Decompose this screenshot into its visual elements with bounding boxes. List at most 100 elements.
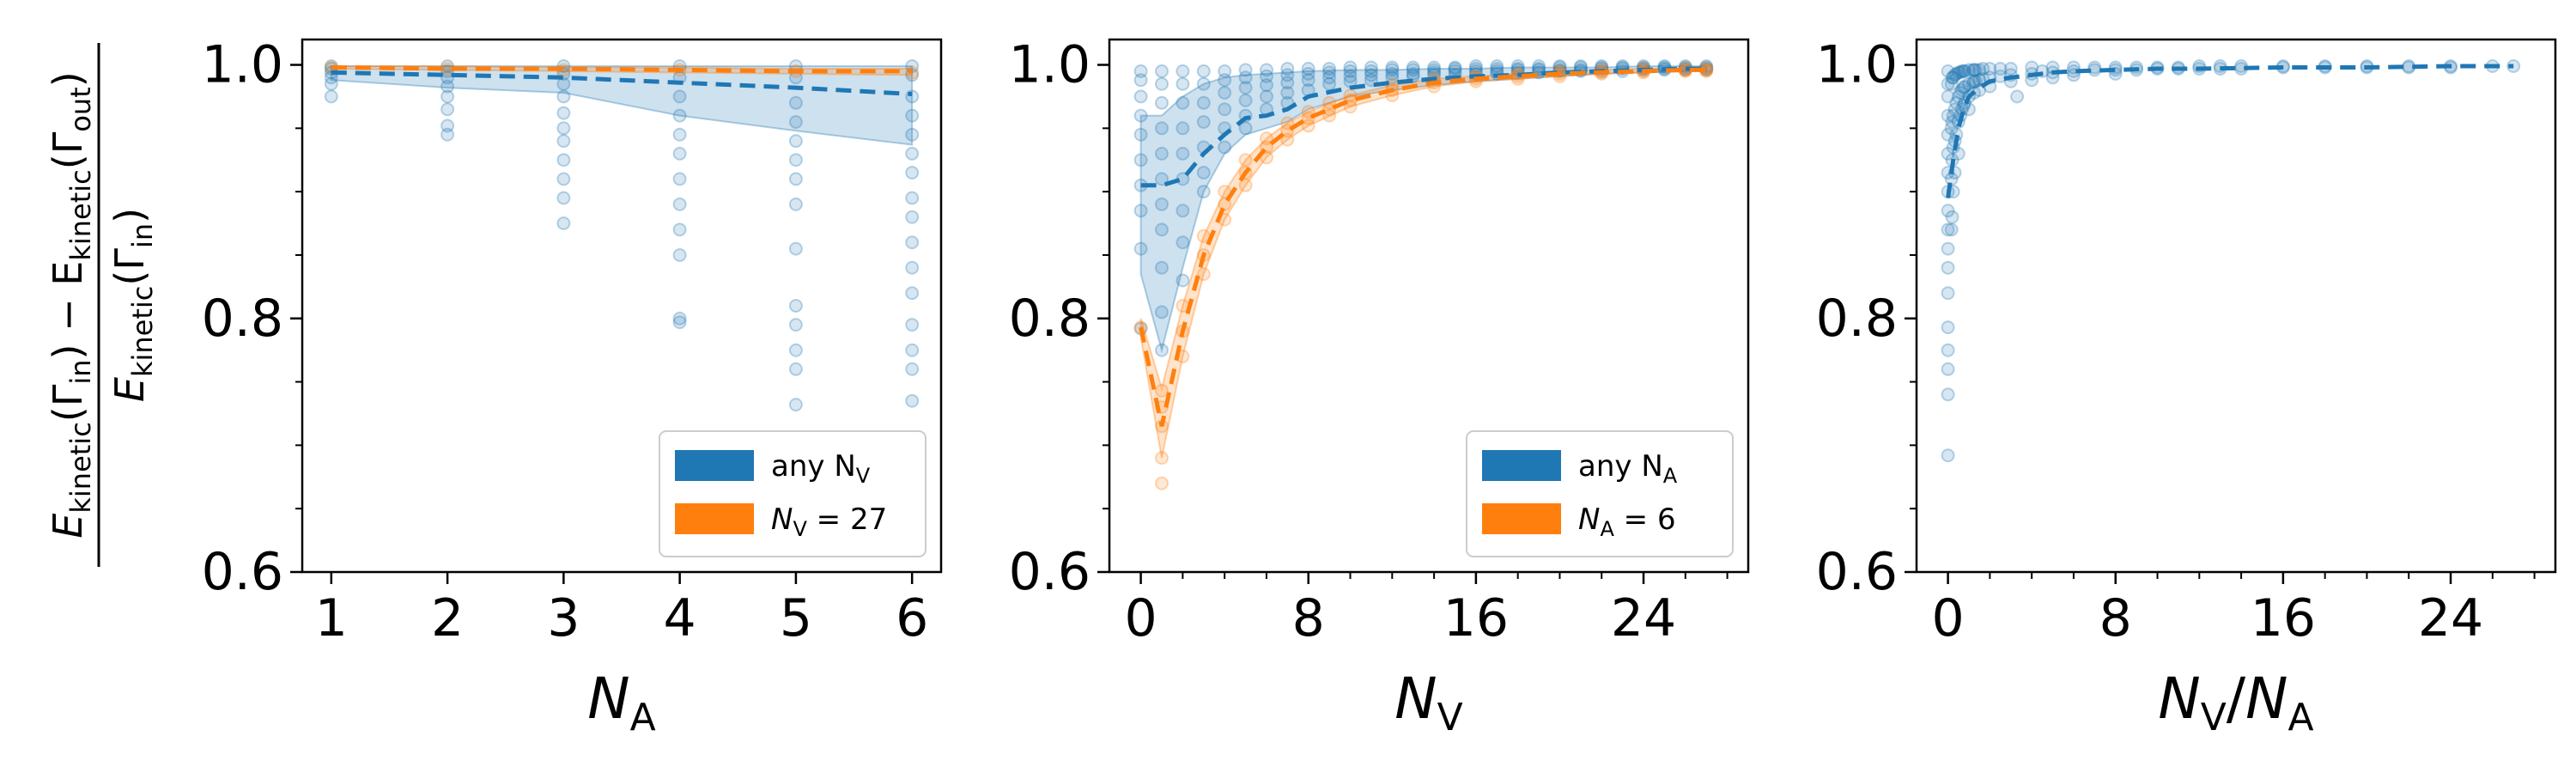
panel3-point-0-26 xyxy=(1946,70,1960,85)
panel-2-legend-swatch-any-na xyxy=(1482,450,1561,481)
panel2-point-0-39 xyxy=(1218,86,1232,100)
panel2-point-0-78 xyxy=(1385,70,1400,85)
panel2-point-0-29 xyxy=(1176,273,1190,288)
panel3-point-0-8 xyxy=(1941,204,1955,218)
panel2-point-0-52 xyxy=(1260,89,1273,104)
panel3-point-0-12 xyxy=(1941,286,1955,301)
panel1-point-0-45 xyxy=(788,241,803,256)
panel1-point-0-5 xyxy=(324,89,338,104)
panel2-point-0-72 xyxy=(1364,64,1378,78)
panel1-point-0-66 xyxy=(905,393,920,408)
panel1-point-0-61 xyxy=(905,260,920,275)
panel-1-scatter xyxy=(324,59,920,412)
panel2-point-0-38 xyxy=(1218,73,1232,88)
panel-3-scatter xyxy=(1941,59,2521,463)
panel1-point-0-12 xyxy=(440,119,455,133)
panel1-y-tick-label-2: 1.0 xyxy=(202,35,283,95)
panel2-point-0-42 xyxy=(1218,140,1232,155)
panel2-point-0-8 xyxy=(1133,241,1148,256)
panel2-point-0-19 xyxy=(1155,305,1169,320)
panel2-point-0-95 xyxy=(1490,59,1504,73)
panel-1-lines xyxy=(331,65,913,96)
panel3-point-0-10 xyxy=(1941,241,1955,256)
panel2-point-0-88 xyxy=(1448,62,1462,76)
panel1-mean-line-0 xyxy=(331,70,913,96)
panel2-point-0-14 xyxy=(1155,146,1169,161)
panel-2: 0.6 0.8 1.0 0 8 16 24 NV any NA NA = 6 xyxy=(1009,35,1750,740)
panel2-point-0-56 xyxy=(1280,76,1295,90)
panel3-point-0-31 xyxy=(1947,102,1962,117)
panel3-point-0-3 xyxy=(1941,108,1955,123)
panel1-point-0-30 xyxy=(672,146,687,161)
panel-1-legend-swatch-nv27 xyxy=(675,503,754,534)
panel3-point-0-48 xyxy=(1956,81,1971,95)
panel2-point-0-60 xyxy=(1301,66,1315,81)
panel3-point-0-58 xyxy=(1965,76,1980,90)
panel2-band-0 xyxy=(1139,65,1708,354)
panel3-point-0-11 xyxy=(1941,260,1955,275)
panel3-point-0-30 xyxy=(1947,68,1962,82)
panel-3-x-axis-label: NV/NA xyxy=(2158,666,2313,740)
panel1-point-0-23 xyxy=(556,191,571,205)
panel2-point-1-4 xyxy=(1155,451,1169,466)
panel2-point-0-35 xyxy=(1196,166,1211,180)
panel-1: 0.6 0.8 1.0 1 2 3 4 5 6 NA any NV NV = 27 xyxy=(202,35,943,740)
y-axis-label-numerator: Ekinetic(Γin) − Ekinetic(Γout) xyxy=(45,71,97,538)
panel2-point-0-103 xyxy=(1532,59,1546,73)
panel3-x-tick-label-0: 0 xyxy=(1931,588,1964,648)
panel3-point-0-54 xyxy=(1962,76,1976,91)
panel1-point-0-31 xyxy=(672,172,687,186)
panel2-mean-line-1 xyxy=(1139,67,1707,427)
panel2-point-0-59 xyxy=(1301,62,1315,76)
panel3-point-0-77 xyxy=(2010,89,2025,104)
panel2-point-1-26 xyxy=(1301,119,1315,133)
panel1-point-0-42 xyxy=(788,153,803,167)
panel3-point-0-1 xyxy=(1941,76,1955,91)
panel2-point-0-99 xyxy=(1510,59,1525,73)
panel3-point-0-51 xyxy=(1958,79,1972,94)
panel1-point-0-27 xyxy=(672,89,687,104)
panel2-point-0-77 xyxy=(1385,66,1400,81)
panel1-point-0-28 xyxy=(672,108,687,123)
panel1-point-0-62 xyxy=(905,286,920,301)
panel-1-legend: any NV NV = 27 xyxy=(659,430,927,557)
panel-1-frame xyxy=(301,38,943,574)
panel2-point-0-63 xyxy=(1322,62,1337,76)
panel3-point-0-25 xyxy=(1945,210,1959,224)
panel2-point-0-49 xyxy=(1260,63,1273,77)
panel2-point-0-66 xyxy=(1322,76,1337,91)
panel2-point-1-18 xyxy=(1260,131,1273,146)
panel3-point-0-88 xyxy=(2087,60,2102,75)
panel3-point-0-18 xyxy=(1944,76,1959,91)
panel-1-x-axis-label: NA xyxy=(587,666,655,740)
panel2-point-0-5 xyxy=(1133,153,1148,167)
panel-2-frame xyxy=(1108,38,1750,574)
panel1-point-0-56 xyxy=(905,146,920,161)
panel3-point-0-60 xyxy=(1967,74,1982,88)
panel2-x-tick-label-0: 0 xyxy=(1124,588,1157,648)
panel2-point-0-36 xyxy=(1196,185,1211,199)
panel1-point-0-7 xyxy=(440,64,455,78)
panel1-point-0-55 xyxy=(905,127,920,142)
panel-2-bands xyxy=(1139,65,1708,459)
panel3-point-0-21 xyxy=(1944,222,1959,237)
panel2-point-0-11 xyxy=(1155,76,1169,91)
panel3-point-0-65 xyxy=(1972,73,1987,88)
panel1-point-0-32 xyxy=(672,197,687,211)
panel2-point-0-20 xyxy=(1155,343,1169,357)
panel3-point-0-59 xyxy=(1967,63,1982,77)
panel1-x-tick-label-0: 1 xyxy=(315,588,348,648)
panel3-y-tick-label-2: 1.0 xyxy=(1816,35,1898,95)
panel2-point-0-4 xyxy=(1133,127,1148,142)
panel1-point-0-16 xyxy=(556,76,571,91)
panel2-point-0-76 xyxy=(1385,63,1400,77)
panel2-point-0-73 xyxy=(1364,68,1378,82)
panel3-mean-line-0 xyxy=(1946,64,2514,198)
panel2-point-0-2 xyxy=(1133,89,1148,104)
panel1-y-tick-label-0: 0.6 xyxy=(202,542,283,602)
panel2-x-tick-label-2: 16 xyxy=(1443,588,1509,648)
panel1-point-0-10 xyxy=(440,89,455,104)
panel-1-ticks: 0.6 0.8 1.0 1 2 3 4 5 6 xyxy=(202,35,929,648)
panel2-point-0-83 xyxy=(1427,60,1442,75)
panel2-point-0-12 xyxy=(1155,95,1169,110)
